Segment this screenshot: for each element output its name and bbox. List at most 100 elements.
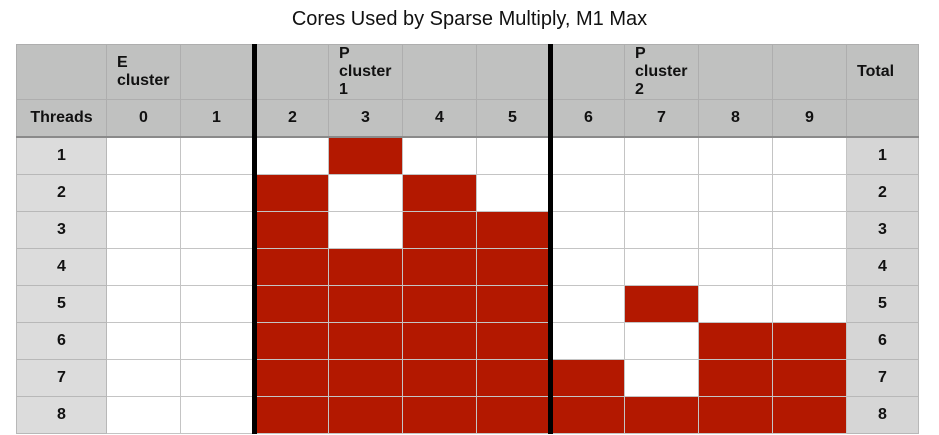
core-idle-cell bbox=[772, 285, 847, 323]
core-idle-cell bbox=[106, 359, 181, 397]
core-used-cell bbox=[252, 248, 329, 286]
core-idle-cell bbox=[772, 136, 847, 175]
core-used-cell bbox=[252, 359, 329, 397]
core-used-cell bbox=[476, 396, 551, 434]
core-used-cell bbox=[624, 396, 699, 434]
core-used-cell bbox=[252, 322, 329, 360]
core-idle-cell bbox=[772, 248, 847, 286]
header-blank bbox=[772, 44, 847, 100]
core-idle-cell bbox=[402, 136, 477, 175]
p-cluster-2-label: P cluster 2 bbox=[624, 44, 699, 100]
core-header-row: Threads 0 1 2 3 4 5 6 7 8 9 bbox=[16, 99, 919, 138]
core-used-cell bbox=[476, 322, 551, 360]
core-label: 6 bbox=[548, 99, 625, 138]
core-used-cell bbox=[402, 359, 477, 397]
thread-count-cell: 4 bbox=[16, 248, 107, 286]
core-label: 5 bbox=[476, 99, 551, 138]
core-used-cell bbox=[402, 174, 477, 212]
thread-count-cell: 7 bbox=[16, 359, 107, 397]
core-used-cell bbox=[252, 174, 329, 212]
core-idle-cell bbox=[698, 174, 773, 212]
core-idle-cell bbox=[624, 248, 699, 286]
core-idle-cell bbox=[476, 136, 551, 175]
core-idle-cell bbox=[106, 285, 181, 323]
core-used-cell bbox=[548, 396, 625, 434]
thread-count-cell: 6 bbox=[16, 322, 107, 360]
core-used-cell bbox=[476, 285, 551, 323]
thread-count-cell: 3 bbox=[16, 211, 107, 249]
core-idle-cell bbox=[698, 211, 773, 249]
total-cell: 5 bbox=[846, 285, 919, 323]
core-idle-cell bbox=[180, 285, 255, 323]
core-used-cell bbox=[772, 396, 847, 434]
core-used-cell bbox=[402, 285, 477, 323]
core-idle-cell bbox=[328, 211, 403, 249]
core-idle-cell bbox=[772, 174, 847, 212]
total-label: Total bbox=[846, 44, 919, 100]
core-idle-cell bbox=[180, 174, 255, 212]
core-used-cell bbox=[476, 359, 551, 397]
total-cell: 4 bbox=[846, 248, 919, 286]
core-used-cell bbox=[328, 285, 403, 323]
header-blank bbox=[252, 44, 329, 100]
total-cell: 2 bbox=[846, 174, 919, 212]
core-idle-cell bbox=[548, 322, 625, 360]
cluster-header-row: E cluster P cluster 1 P cluster 2 Total bbox=[16, 44, 919, 100]
core-idle-cell bbox=[548, 136, 625, 175]
core-label: 2 bbox=[252, 99, 329, 138]
core-label: 4 bbox=[402, 99, 477, 138]
e-cluster-label: E cluster bbox=[106, 44, 181, 100]
thread-count-cell: 5 bbox=[16, 285, 107, 323]
core-idle-cell bbox=[106, 211, 181, 249]
core-idle-cell bbox=[180, 359, 255, 397]
core-idle-cell bbox=[106, 174, 181, 212]
core-label: 1 bbox=[180, 99, 255, 138]
core-used-cell bbox=[698, 396, 773, 434]
core-idle-cell bbox=[548, 248, 625, 286]
core-used-cell bbox=[402, 211, 477, 249]
core-idle-cell bbox=[252, 136, 329, 175]
core-used-cell bbox=[402, 396, 477, 434]
core-idle-cell bbox=[624, 322, 699, 360]
core-idle-cell bbox=[548, 211, 625, 249]
core-label: 3 bbox=[328, 99, 403, 138]
corner-cell bbox=[16, 44, 107, 100]
core-label: 8 bbox=[698, 99, 773, 138]
core-used-cell bbox=[624, 285, 699, 323]
core-idle-cell bbox=[180, 248, 255, 286]
core-idle-cell bbox=[548, 285, 625, 323]
core-used-cell bbox=[402, 248, 477, 286]
core-used-cell bbox=[328, 396, 403, 434]
core-idle-cell bbox=[624, 211, 699, 249]
core-used-cell bbox=[476, 248, 551, 286]
core-used-cell bbox=[328, 322, 403, 360]
core-used-cell bbox=[402, 322, 477, 360]
core-idle-cell bbox=[180, 396, 255, 434]
core-idle-cell bbox=[106, 248, 181, 286]
core-idle-cell bbox=[698, 136, 773, 175]
core-used-cell bbox=[698, 359, 773, 397]
core-used-cell bbox=[252, 285, 329, 323]
core-used-cell bbox=[548, 359, 625, 397]
core-idle-cell bbox=[624, 174, 699, 212]
core-idle-cell bbox=[476, 174, 551, 212]
core-used-cell bbox=[328, 359, 403, 397]
thread-count-cell: 2 bbox=[16, 174, 107, 212]
total-cell: 3 bbox=[846, 211, 919, 249]
core-used-cell bbox=[328, 136, 403, 175]
core-used-cell bbox=[772, 322, 847, 360]
total-cell: 6 bbox=[846, 322, 919, 360]
core-used-cell bbox=[252, 211, 329, 249]
core-idle-cell bbox=[772, 211, 847, 249]
core-used-cell bbox=[328, 248, 403, 286]
chart-title: Cores Used by Sparse Multiply, M1 Max bbox=[291, 8, 648, 30]
core-label: 0 bbox=[106, 99, 181, 138]
core-idle-cell bbox=[328, 174, 403, 212]
total-header-blank bbox=[846, 99, 919, 138]
